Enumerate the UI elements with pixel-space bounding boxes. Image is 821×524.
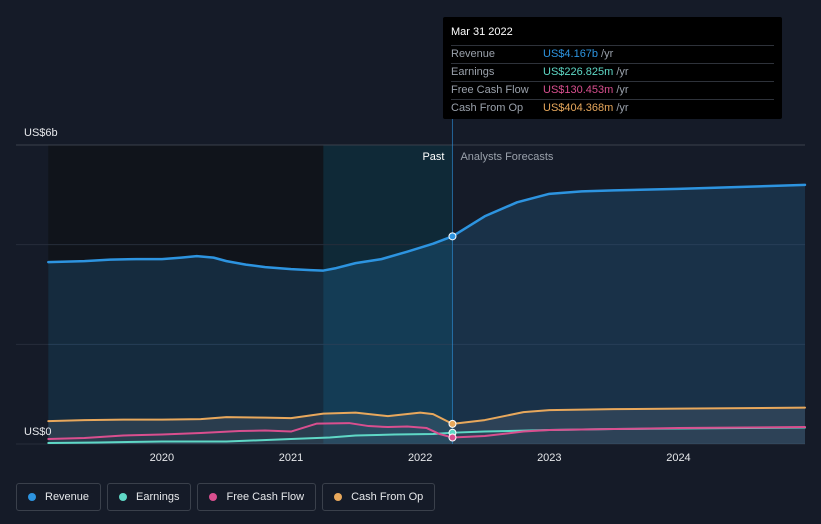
tooltip-unit: /yr	[616, 66, 629, 78]
tooltip-value: US$404.368m	[543, 102, 614, 114]
tooltip-label: Free Cash Flow	[451, 84, 529, 96]
legend-dot-icon	[119, 493, 128, 501]
legend-dot-icon	[209, 493, 218, 501]
legend-dot-icon	[28, 493, 36, 501]
x-tick-label: 2024	[666, 452, 690, 464]
tooltip-row-revenue: Revenue US$4.167b /yr	[451, 45, 774, 63]
legend-label: Cash From Op	[351, 491, 424, 503]
tooltip-unit: /yr	[616, 84, 629, 96]
y-axis-top-label: US$6b	[24, 127, 58, 139]
tooltip-unit: /yr	[601, 48, 614, 60]
cash-from-op-line	[47, 406, 806, 425]
x-tick-label: 2021	[279, 452, 303, 464]
legend-label: Earnings	[136, 491, 180, 503]
x-tick-label: 2022	[408, 452, 432, 464]
past-region-label: Past	[422, 151, 444, 163]
free-cash-flow-line	[47, 422, 806, 441]
tooltip-value: US$130.453m	[543, 84, 614, 96]
tooltip-value: US$4.167b	[543, 48, 599, 60]
tooltip-date: Mar 31 2022	[451, 26, 513, 38]
chart-legend: Revenue Earnings Free Cash Flow Cash Fro…	[16, 483, 436, 511]
x-tick-label: 2023	[537, 452, 561, 464]
revenue-line	[47, 183, 807, 272]
legend-label: Revenue	[45, 491, 90, 503]
tooltip-value: US$226.825m	[543, 66, 614, 78]
legend-label: Free Cash Flow	[226, 491, 305, 503]
tooltip-row-free-cash-flow: Free Cash Flow US$130.453m /yr	[451, 81, 774, 99]
revenue-marker	[448, 232, 457, 241]
cash-from-op-area	[48, 407, 805, 444]
tooltip-label: Earnings	[451, 66, 495, 78]
free-cash-flow-marker	[448, 433, 457, 442]
legend-item-free-cash-flow[interactable]: Free Cash Flow	[197, 483, 317, 511]
cash-from-op-marker	[448, 419, 457, 428]
legend-item-earnings[interactable]: Earnings	[107, 483, 192, 511]
legend-item-cash-from-op[interactable]: Cash From Op	[322, 483, 436, 511]
x-tick-label: 2020	[150, 452, 174, 464]
highlight-band	[323, 145, 453, 444]
tooltip-row-cash-from-op: Cash From Op US$404.368m /yr	[451, 99, 774, 117]
tooltip-label: Revenue	[451, 48, 496, 60]
legend-dot-icon	[334, 493, 343, 501]
tooltip-label: Cash From Op	[451, 102, 524, 114]
tooltip-row-earnings: Earnings US$226.825m /yr	[451, 63, 774, 81]
data-tooltip: Mar 31 2022 Revenue US$4.167b /yr Earnin…	[443, 17, 782, 119]
tooltip-unit: /yr	[616, 102, 629, 114]
revenue-area	[48, 184, 805, 444]
legend-item-revenue[interactable]: Revenue	[16, 483, 102, 511]
y-axis-bottom-label: US$0	[24, 426, 52, 438]
forecast-region-label: Analysts Forecasts	[460, 151, 553, 163]
